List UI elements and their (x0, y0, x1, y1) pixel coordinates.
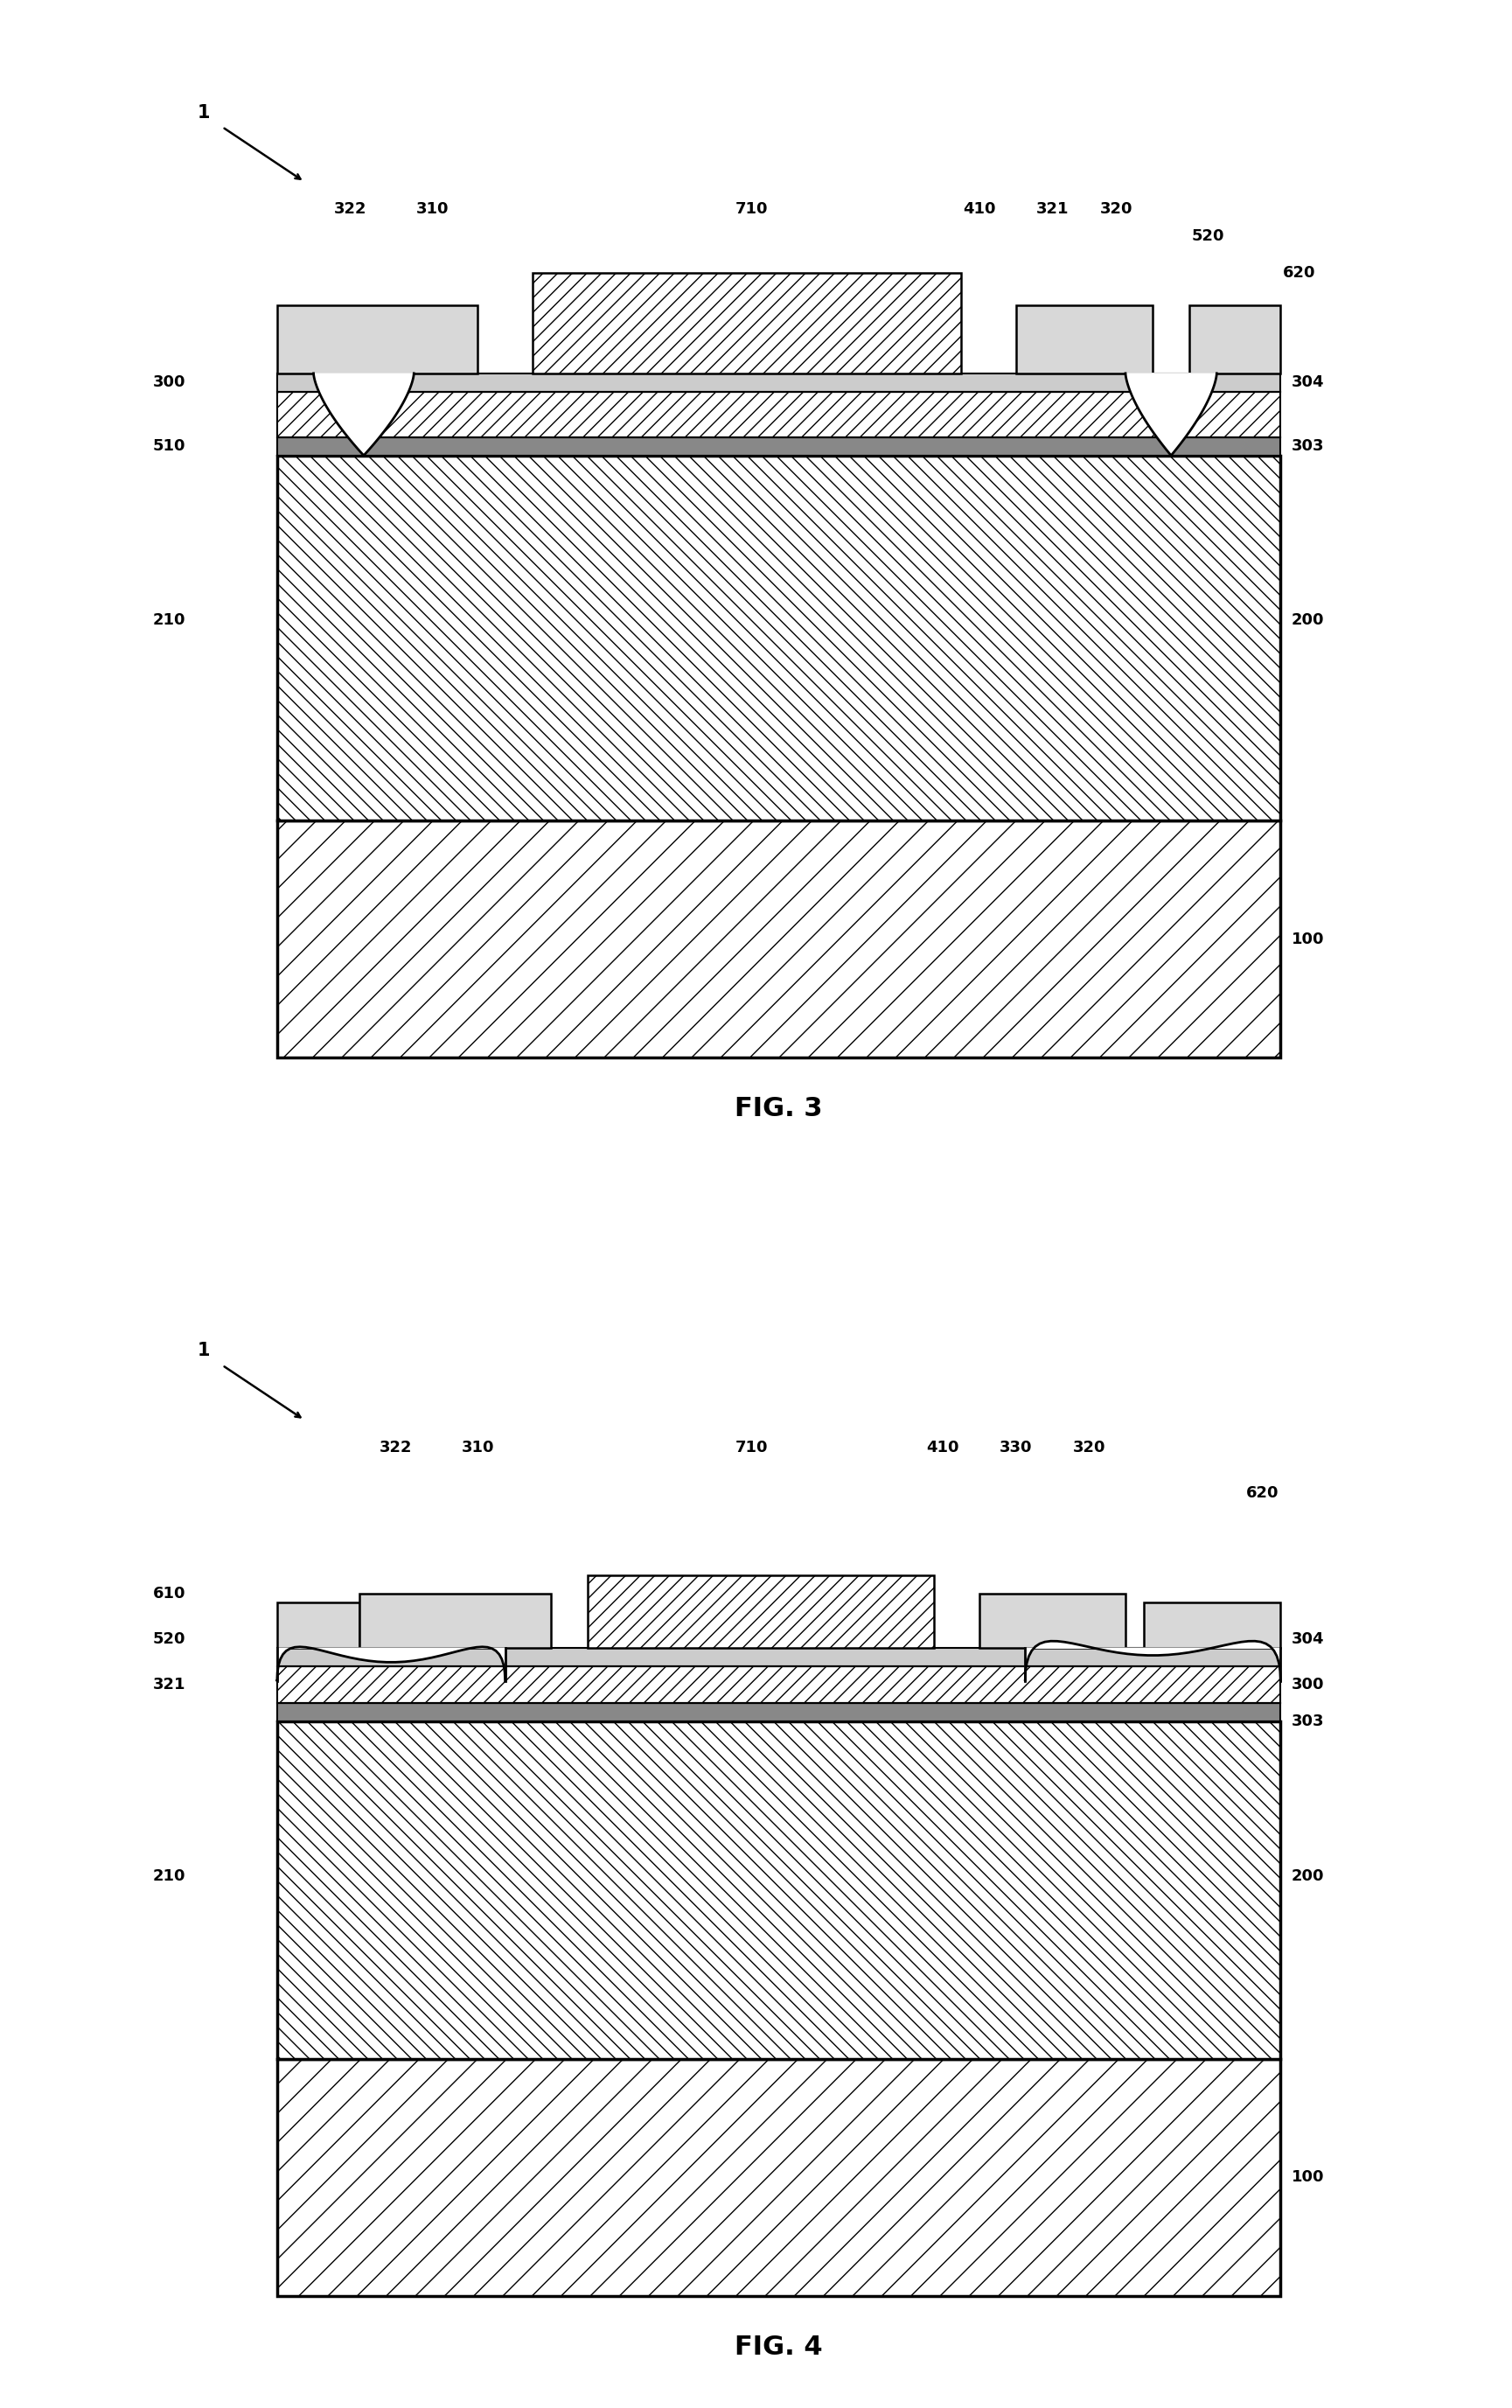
Text: 310: 310 (416, 202, 449, 217)
Polygon shape (313, 373, 414, 455)
Text: 100: 100 (1291, 932, 1325, 946)
Text: 520: 520 (1191, 229, 1225, 243)
Text: 304: 304 (1291, 1630, 1325, 1647)
Bar (980, 1594, 1125, 1647)
Text: 620: 620 (1246, 1486, 1279, 1500)
Text: FIG. 4: FIG. 4 (735, 2333, 823, 2360)
Text: 210: 210 (153, 612, 186, 628)
Bar (277, 1666, 1281, 1702)
Text: 200: 200 (1291, 612, 1325, 628)
Text: 210: 210 (153, 1869, 186, 1883)
Text: 304: 304 (1291, 376, 1325, 390)
Text: 710: 710 (735, 1440, 768, 1454)
Polygon shape (1125, 373, 1217, 455)
Polygon shape (1025, 1642, 1281, 1681)
Bar (277, 1702, 1281, 1722)
Bar (360, 1594, 550, 1647)
Bar (277, 306, 478, 373)
Bar (277, 821, 1281, 1057)
Text: 410: 410 (927, 1440, 960, 1454)
Text: 300: 300 (1291, 1676, 1325, 1693)
Bar (277, 2059, 1281, 2295)
Text: 520: 520 (153, 1630, 186, 1647)
Text: 300: 300 (153, 376, 186, 390)
Text: 200: 200 (1291, 1869, 1325, 1883)
Text: 620: 620 (1282, 265, 1315, 282)
Bar (1016, 306, 1152, 373)
Text: 1: 1 (198, 104, 210, 120)
Bar (277, 393, 1281, 438)
Text: 320: 320 (1072, 1440, 1105, 1454)
Text: 510: 510 (153, 438, 186, 455)
Bar (277, 1601, 360, 1647)
Text: 322: 322 (334, 202, 366, 217)
Text: 410: 410 (963, 202, 996, 217)
Text: 710: 710 (735, 202, 768, 217)
Bar (1190, 306, 1281, 373)
Text: 303: 303 (1291, 438, 1325, 455)
Bar (532, 272, 962, 373)
Text: 330: 330 (999, 1440, 1033, 1454)
Bar (277, 438, 1281, 455)
Bar (277, 1722, 1281, 2059)
Bar (277, 1647, 1281, 1666)
Text: 310: 310 (461, 1440, 494, 1454)
Text: FIG. 3: FIG. 3 (735, 1096, 823, 1122)
Bar (277, 455, 1281, 821)
Text: 321: 321 (1036, 202, 1069, 217)
Polygon shape (277, 1647, 505, 1681)
Bar (277, 373, 1281, 393)
Text: 322: 322 (380, 1440, 413, 1454)
Bar (1143, 1601, 1281, 1647)
Text: 1: 1 (198, 1341, 210, 1361)
Text: 321: 321 (153, 1676, 186, 1693)
Text: 320: 320 (1099, 202, 1132, 217)
Bar (587, 1575, 934, 1647)
Text: 610: 610 (153, 1584, 186, 1601)
Text: 100: 100 (1291, 2170, 1325, 2184)
Text: 303: 303 (1291, 1712, 1325, 1729)
